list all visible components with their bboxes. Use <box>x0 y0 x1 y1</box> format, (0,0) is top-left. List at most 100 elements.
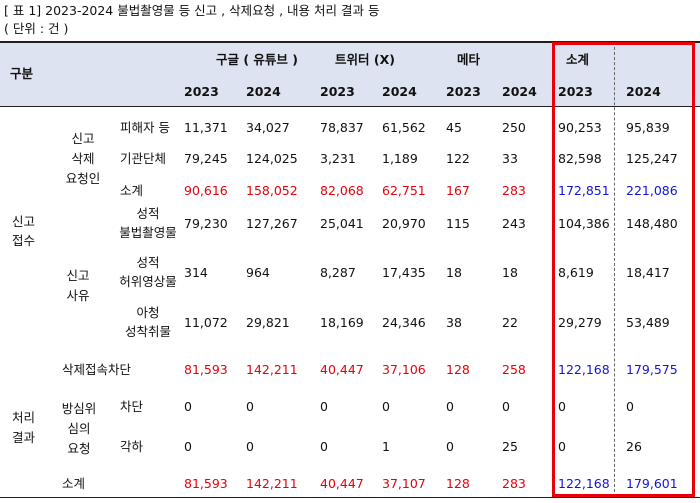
table-cell: 0 <box>320 399 328 414</box>
group-request-label: 요청인 <box>65 171 101 186</box>
table-cell: 22 <box>502 315 518 330</box>
table-cell: 0 <box>558 439 566 454</box>
table-cell: 33 <box>502 151 518 166</box>
table-bottom-rule <box>0 497 700 498</box>
table-cell: 11,072 <box>184 315 228 330</box>
group-reason-label: 신고 <box>66 268 90 283</box>
table-cell: 37,106 <box>382 362 426 377</box>
table-cell: 20,970 <box>382 216 426 231</box>
table-cell: 115 <box>446 216 470 231</box>
table-cell: 104,386 <box>558 216 610 231</box>
table-cell: 53,489 <box>626 315 670 330</box>
table-cell: 82,068 <box>320 183 364 198</box>
table-cell: 81,593 <box>184 362 228 377</box>
group-request-label: 신고 <box>71 131 95 146</box>
header-year-4: 2023 <box>446 84 481 99</box>
group-reason-label: 사유 <box>66 288 90 303</box>
table-cell: 124,025 <box>246 151 298 166</box>
table-cell: 179,601 <box>626 476 678 491</box>
table-cell: 29,821 <box>246 315 290 330</box>
table-cell: 148,480 <box>626 216 678 231</box>
table-cell: 122 <box>446 151 470 166</box>
table-cell: 0 <box>446 399 454 414</box>
table-cell: 0 <box>246 439 254 454</box>
row-label: 소계 <box>62 476 86 491</box>
header-category-label: 구분 <box>10 66 34 81</box>
table-cell: 40,447 <box>320 476 364 491</box>
table-cell: 11,371 <box>184 120 228 135</box>
table-cell: 0 <box>246 399 254 414</box>
row-label: 삭제접속차단 <box>62 362 132 377</box>
row-label: 성착취물 <box>124 324 171 339</box>
header-year-2: 2023 <box>320 84 355 99</box>
table-cell: 17,435 <box>382 265 426 280</box>
table-cell: 0 <box>184 399 192 414</box>
header-platform-3: 소계 <box>566 52 590 67</box>
table-cell: 8,619 <box>558 265 594 280</box>
table-cell: 3,231 <box>320 151 356 166</box>
table-cell: 283 <box>502 183 526 198</box>
table-cell: 172,851 <box>558 183 610 198</box>
table-cell: 90,616 <box>184 183 228 198</box>
header-year-0: 2023 <box>184 84 219 99</box>
group-request-label: 삭제 <box>71 151 95 166</box>
group-report-label: 접수 <box>12 233 36 248</box>
table-cell: 18 <box>446 265 462 280</box>
subtotal-highlight-box <box>552 42 695 497</box>
table-cell: 283 <box>502 476 526 491</box>
table-cell: 158,052 <box>246 183 298 198</box>
row-label: 기관단체 <box>120 151 167 166</box>
table-cell: 964 <box>246 265 270 280</box>
row-label: 허위영상물 <box>119 274 177 289</box>
table-cell: 0 <box>320 439 328 454</box>
table-cell: 24,346 <box>382 315 426 330</box>
row-label: 불법촬영물 <box>119 225 177 240</box>
table-cell: 8,287 <box>320 265 356 280</box>
row-label: 피해자 등 <box>120 120 170 135</box>
table-cell: 29,279 <box>558 315 602 330</box>
table-cell: 81,593 <box>184 476 228 491</box>
table-cell: 38 <box>446 315 462 330</box>
header-year-6: 2023 <box>558 84 593 99</box>
row-label: 아청 <box>136 305 160 320</box>
table-cell: 0 <box>626 399 634 414</box>
table-cell: 122,168 <box>558 362 610 377</box>
table-cell: 243 <box>502 216 526 231</box>
table-cell: 128 <box>446 476 470 491</box>
table-cell: 34,027 <box>246 120 290 135</box>
table-cell: 40,447 <box>320 362 364 377</box>
header-platform-2: 메타 <box>457 52 481 67</box>
table-cell: 25,041 <box>320 216 364 231</box>
table-cell: 90,253 <box>558 120 602 135</box>
subtotal-column-divider <box>614 42 615 497</box>
group-review-label: 방심위 <box>61 401 97 416</box>
table-cell: 142,211 <box>246 476 298 491</box>
table-cell: 127,267 <box>246 216 298 231</box>
table-cell: 0 <box>502 399 510 414</box>
table-cell: 122,168 <box>558 476 610 491</box>
row-label: 성적 <box>136 255 160 270</box>
header-platform-0: 구글 ( 유튜브 ) <box>216 52 298 67</box>
table-cell: 314 <box>184 265 208 280</box>
table-header-background <box>0 41 700 107</box>
table-cell: 0 <box>558 399 566 414</box>
table-cell: 18,417 <box>626 265 670 280</box>
header-year-5: 2024 <box>502 84 537 99</box>
group-processing-label: 결과 <box>12 430 36 445</box>
header-platform-1: 트위터 (X) <box>335 52 395 67</box>
table-cell: 18 <box>502 265 518 280</box>
group-processing-label: 처리 <box>12 410 36 425</box>
group-review-label: 심의 <box>67 421 91 436</box>
header-year-1: 2024 <box>246 84 281 99</box>
table-cell: 79,230 <box>184 216 228 231</box>
table-top-rule <box>0 41 700 43</box>
table-cell: 26 <box>626 439 642 454</box>
header-year-7: 2024 <box>626 84 661 99</box>
table-cell: 250 <box>502 120 526 135</box>
row-label: 소계 <box>120 183 144 198</box>
table-cell: 179,575 <box>626 362 678 377</box>
table-cell: 61,562 <box>382 120 426 135</box>
group-review-label: 요청 <box>67 441 91 456</box>
group-report-label: 신고 <box>12 214 36 229</box>
row-label: 각하 <box>120 439 144 454</box>
